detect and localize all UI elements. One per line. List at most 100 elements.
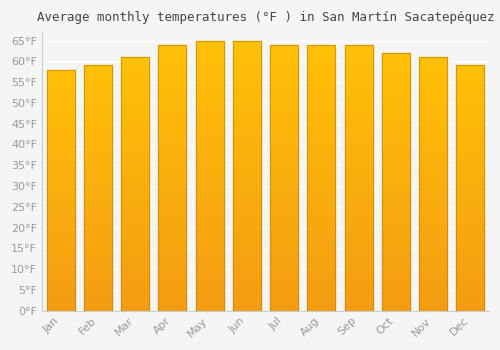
Bar bbox=[196, 127, 224, 132]
Bar bbox=[233, 294, 261, 300]
Bar bbox=[121, 163, 149, 169]
Bar bbox=[419, 280, 447, 285]
Bar bbox=[270, 125, 298, 130]
Bar bbox=[84, 198, 112, 203]
Bar bbox=[382, 270, 409, 274]
Bar bbox=[308, 135, 336, 140]
Bar bbox=[270, 199, 298, 204]
Bar bbox=[456, 286, 484, 291]
Bar bbox=[158, 108, 186, 114]
Bar bbox=[196, 89, 224, 94]
Bar bbox=[158, 45, 186, 310]
Bar bbox=[46, 103, 74, 108]
Bar bbox=[121, 174, 149, 179]
Bar bbox=[456, 291, 484, 296]
Bar bbox=[308, 92, 336, 98]
Bar bbox=[196, 57, 224, 62]
Bar bbox=[84, 291, 112, 296]
Bar bbox=[84, 212, 112, 217]
Bar bbox=[419, 275, 447, 280]
Bar bbox=[46, 301, 74, 306]
Bar bbox=[270, 241, 298, 247]
Bar bbox=[270, 183, 298, 188]
Bar bbox=[121, 285, 149, 290]
Bar bbox=[382, 53, 409, 58]
Bar bbox=[46, 248, 74, 253]
Bar bbox=[382, 105, 409, 110]
Bar bbox=[196, 214, 224, 219]
Bar bbox=[344, 284, 372, 289]
Bar bbox=[196, 267, 224, 273]
Bar bbox=[158, 215, 186, 220]
Bar bbox=[270, 247, 298, 252]
Bar bbox=[270, 263, 298, 268]
Bar bbox=[121, 103, 149, 108]
Bar bbox=[233, 235, 261, 240]
Bar bbox=[344, 252, 372, 257]
Bar bbox=[419, 234, 447, 240]
Bar bbox=[270, 77, 298, 82]
Bar bbox=[456, 222, 484, 227]
Bar bbox=[456, 301, 484, 306]
Bar bbox=[382, 151, 409, 156]
Bar bbox=[419, 174, 447, 179]
Bar bbox=[419, 113, 447, 118]
Bar bbox=[344, 130, 372, 135]
Bar bbox=[84, 95, 112, 100]
Bar bbox=[158, 220, 186, 225]
Bar bbox=[233, 165, 261, 170]
Bar bbox=[344, 140, 372, 146]
Bar bbox=[344, 114, 372, 119]
Bar bbox=[84, 65, 112, 310]
Bar bbox=[456, 144, 484, 149]
Bar bbox=[46, 282, 74, 287]
Bar bbox=[382, 79, 409, 84]
Bar bbox=[158, 247, 186, 252]
Bar bbox=[270, 225, 298, 231]
Bar bbox=[419, 169, 447, 174]
Bar bbox=[419, 67, 447, 72]
Bar bbox=[233, 208, 261, 213]
Bar bbox=[456, 217, 484, 222]
Bar bbox=[196, 230, 224, 235]
Bar bbox=[233, 73, 261, 78]
Bar bbox=[456, 266, 484, 271]
Bar bbox=[308, 66, 336, 71]
Bar bbox=[419, 189, 447, 194]
Bar bbox=[344, 119, 372, 125]
Bar bbox=[344, 204, 372, 210]
Bar bbox=[121, 265, 149, 270]
Bar bbox=[419, 194, 447, 199]
Bar bbox=[382, 208, 409, 213]
Bar bbox=[270, 114, 298, 119]
Bar bbox=[84, 232, 112, 237]
Bar bbox=[46, 137, 74, 142]
Bar bbox=[344, 55, 372, 61]
Bar bbox=[158, 167, 186, 172]
Bar bbox=[419, 306, 447, 310]
Bar bbox=[308, 241, 336, 247]
Bar bbox=[344, 215, 372, 220]
Bar bbox=[46, 79, 74, 84]
Bar bbox=[382, 264, 409, 270]
Bar bbox=[158, 71, 186, 77]
Bar bbox=[121, 290, 149, 295]
Bar bbox=[344, 151, 372, 156]
Bar bbox=[270, 50, 298, 55]
Bar bbox=[158, 135, 186, 140]
Bar bbox=[233, 300, 261, 305]
Bar bbox=[308, 146, 336, 151]
Bar bbox=[419, 57, 447, 62]
Bar bbox=[344, 268, 372, 273]
Bar bbox=[270, 268, 298, 273]
Bar bbox=[419, 285, 447, 290]
Bar bbox=[419, 98, 447, 103]
Bar bbox=[270, 215, 298, 220]
Bar bbox=[121, 88, 149, 93]
Bar bbox=[233, 278, 261, 284]
Bar bbox=[344, 71, 372, 77]
Bar bbox=[382, 110, 409, 115]
Bar bbox=[121, 93, 149, 98]
Bar bbox=[233, 62, 261, 68]
Bar bbox=[270, 178, 298, 183]
